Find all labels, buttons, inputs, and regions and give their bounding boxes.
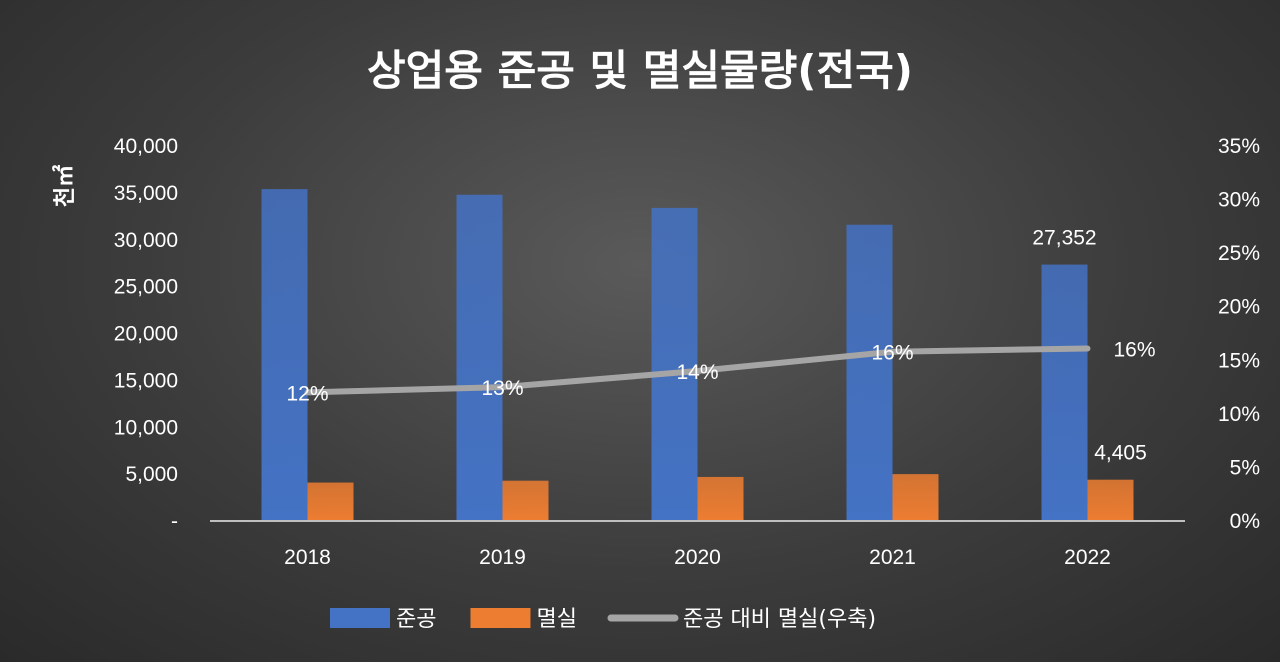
ratio-line xyxy=(304,345,1091,396)
x-tick-label: 2018 xyxy=(284,546,331,569)
legend-swatch xyxy=(330,608,390,628)
right-tick-label: 5% xyxy=(1230,456,1260,479)
ratio-data-label: 16% xyxy=(871,342,913,365)
legend-swatch xyxy=(470,608,531,628)
bar-demolition-2018 xyxy=(307,482,354,521)
bar-completion-2022 xyxy=(1041,264,1088,521)
legend-label: 준공 대비 멸실(우축) xyxy=(683,607,876,632)
ratio-data-label: 12% xyxy=(286,382,328,405)
left-tick-label: 10,000 xyxy=(114,416,178,439)
right-tick-label: 20% xyxy=(1218,296,1260,319)
right-axis-ticks: 0% 5% 10% 15% 20% 25% 30% 35% xyxy=(1218,135,1260,533)
bar-demolition-2021 xyxy=(892,474,939,521)
right-tick-label: 30% xyxy=(1218,189,1260,212)
x-tick-label: 2020 xyxy=(674,546,721,569)
y-axis-label: 천㎡ xyxy=(52,165,78,207)
left-tick-label: - xyxy=(171,510,178,533)
left-tick-label: 5,000 xyxy=(125,463,178,486)
left-tick-label: 40,000 xyxy=(114,135,178,158)
bar-completion-2019 xyxy=(456,194,503,521)
left-tick-label: 20,000 xyxy=(114,323,178,346)
left-tick-label: 25,000 xyxy=(114,276,178,299)
right-tick-label: 15% xyxy=(1218,349,1260,372)
left-tick-label: 15,000 xyxy=(114,369,178,392)
x-tick-label: 2022 xyxy=(1064,546,1111,569)
data-labels: 12% 13% 14% 16% 16% 27,352 4,405 xyxy=(286,227,1155,465)
y-axis-label-text: 천㎡ xyxy=(52,165,78,207)
bar-completion-2021 xyxy=(846,224,893,521)
bar-demolition-2020 xyxy=(697,476,744,521)
right-tick-label: 10% xyxy=(1218,403,1260,426)
ratio-data-label: 13% xyxy=(481,377,523,400)
ratio-data-label: 14% xyxy=(676,361,718,384)
legend-label: 멸실 xyxy=(536,607,576,632)
right-tick-label: 0% xyxy=(1230,510,1260,533)
bar-value-label: 4,405 xyxy=(1094,442,1147,465)
bars xyxy=(261,189,1134,521)
ratio-data-label: 16% xyxy=(1114,339,1156,362)
bar-value-label: 27,352 xyxy=(1032,227,1096,250)
right-tick-label: 35% xyxy=(1218,135,1260,158)
bar-demolition-2022 xyxy=(1087,479,1134,521)
bar-completion-2020 xyxy=(651,207,698,521)
left-tick-label: 30,000 xyxy=(114,229,178,252)
x-axis-ticks: 2018 2019 2020 2021 2022 xyxy=(284,546,1111,569)
right-tick-label: 25% xyxy=(1218,242,1260,265)
ratio-line-path xyxy=(304,345,1091,396)
x-tick-label: 2021 xyxy=(869,546,916,569)
left-axis-ticks: - 5,000 10,000 15,000 20,000 25,000 30,000 35,0… xyxy=(114,135,178,533)
bar-demolition-2019 xyxy=(502,480,549,521)
x-tick-label: 2019 xyxy=(479,546,526,569)
bar-completion-2018 xyxy=(261,189,308,521)
legend-label: 준공 xyxy=(396,607,436,632)
left-tick-label: 35,000 xyxy=(114,182,178,205)
chart-title: 상업용 준공 및 멸실물량(전국) xyxy=(367,46,913,95)
legend: 준공 멸실 준공 대비 멸실(우축) xyxy=(330,607,876,632)
